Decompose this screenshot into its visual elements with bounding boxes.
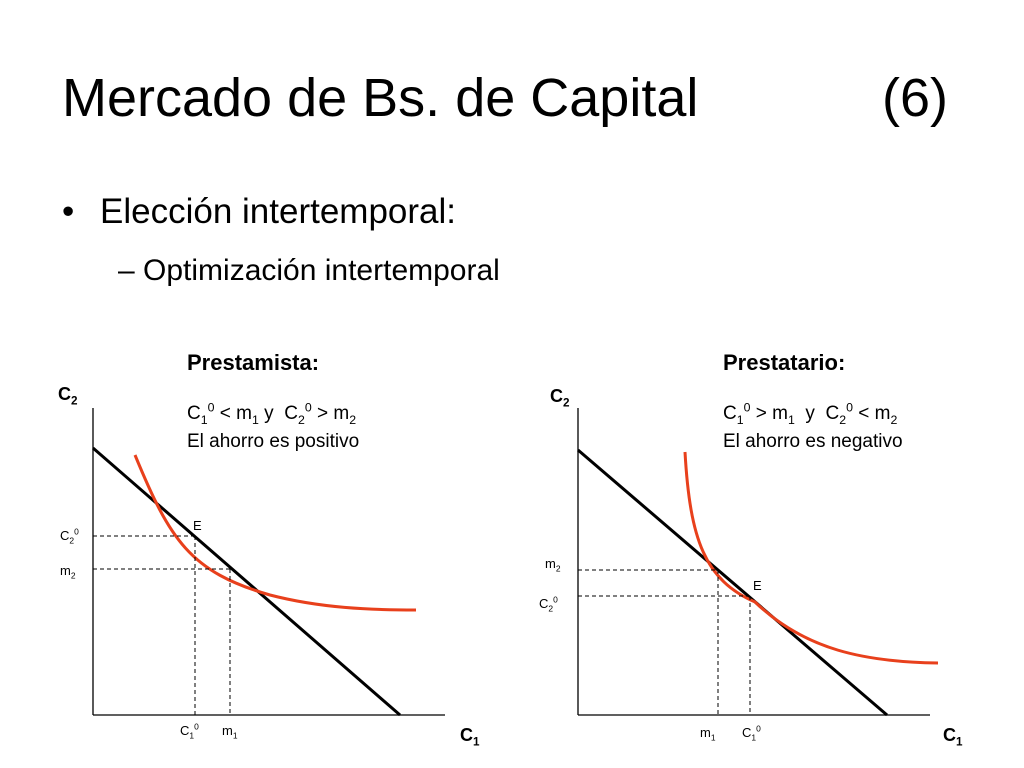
indifference-curve xyxy=(683,451,939,665)
equilibrium-label: E xyxy=(193,518,202,533)
bullet-item: • Elección intertemporal: xyxy=(62,190,456,234)
x-tick-label: m1 xyxy=(222,723,238,741)
x-tick-label: m1 xyxy=(700,725,716,743)
equilibrium-label: E xyxy=(753,578,762,593)
panel-title: Prestatario: xyxy=(723,350,846,375)
slide-number: (6) xyxy=(882,68,948,128)
borrower-panel: Prestatario: C10 > m1 y C20 < m2 El ahor… xyxy=(525,340,1024,760)
sub-bullet-text: – Optimización intertemporal xyxy=(118,254,500,287)
bullet-dot-icon: • xyxy=(62,192,75,231)
budget-line xyxy=(577,448,888,717)
condition-text: C10 < m1 y C20 > m2 xyxy=(187,400,357,427)
indifference-curve xyxy=(133,454,417,612)
panel-title: Prestamista: xyxy=(187,350,320,375)
lender-panel: Prestamista: C10 < m1 y C20 > m2 El ahor… xyxy=(40,340,540,760)
y-tick-label: C20 xyxy=(539,594,558,614)
lender-diagram xyxy=(92,408,445,717)
y-tick-label: C20 xyxy=(60,526,79,546)
slide-title-text: Mercado de Bs. de Capital xyxy=(62,68,699,128)
y-tick-label: m2 xyxy=(60,563,76,581)
budget-line xyxy=(92,446,401,717)
condition-text: C10 > m1 y C20 < m2 xyxy=(723,400,898,427)
borrower-diagram xyxy=(577,408,939,717)
x-tick-label: C10 xyxy=(180,721,199,741)
y-tick-label: m2 xyxy=(545,556,561,574)
sub-bullet-item: – Optimización intertemporal xyxy=(118,251,500,291)
slide-title: Mercado de Bs. de Capital (6) xyxy=(62,62,962,134)
y-axis-label: C2 xyxy=(550,386,570,410)
y-axis-label: C2 xyxy=(58,384,78,408)
savings-text: El ahorro es negativo xyxy=(723,431,903,452)
bullet-text: Elección intertemporal: xyxy=(100,192,456,231)
x-axis-label: C1 xyxy=(943,725,963,749)
savings-text: El ahorro es positivo xyxy=(187,431,360,452)
x-axis-label: C1 xyxy=(460,725,480,749)
x-tick-label: C10 xyxy=(742,723,761,743)
